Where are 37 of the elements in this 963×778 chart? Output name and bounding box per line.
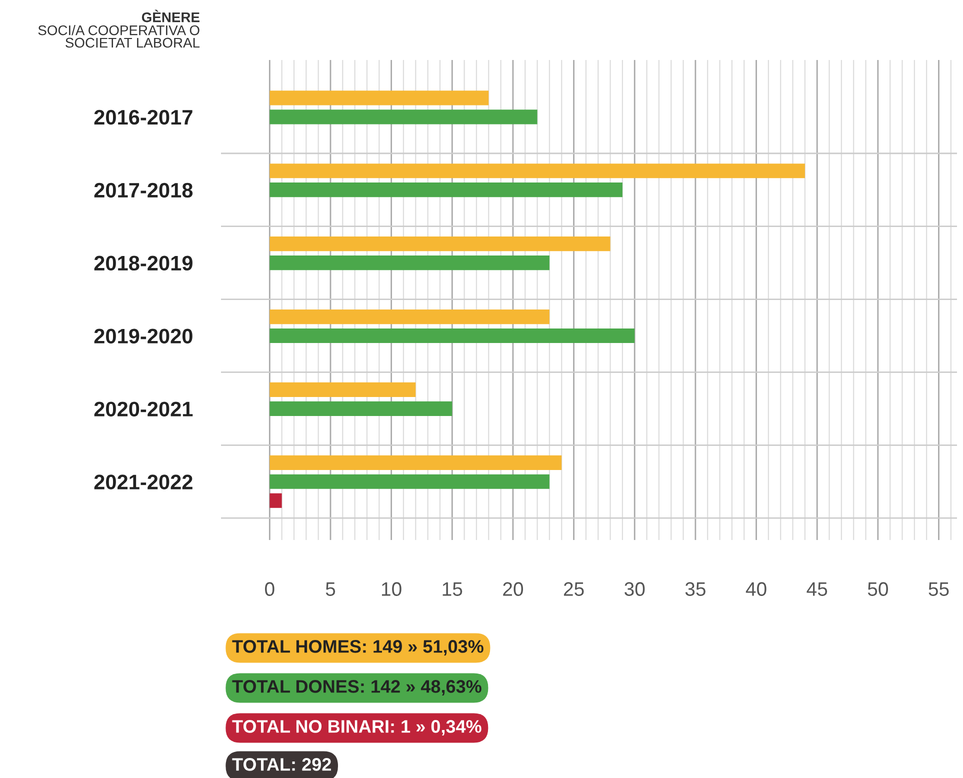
x-tick-label: 15 xyxy=(442,582,462,596)
bar xyxy=(270,493,282,508)
bar xyxy=(270,90,489,106)
x-tick-label: 40 xyxy=(746,582,766,596)
text: TOTAL: 292 xyxy=(232,758,331,771)
y-tick-label: 2017-2018 xyxy=(94,182,193,198)
bar xyxy=(270,309,550,324)
y-tick-label: 2021-2022 xyxy=(94,474,192,490)
chart-subtitle: SOCI/A COOPERATIVA O SOCIETAT LABORAL xyxy=(38,25,200,48)
y-tick-label: 2018-2019 xyxy=(94,256,192,271)
text: TOTAL DONES: 142 » 48,63% xyxy=(232,680,482,696)
bar xyxy=(270,328,635,344)
bar xyxy=(270,382,416,398)
bar xyxy=(270,256,550,270)
bar xyxy=(270,164,805,178)
chart-title: GÈNERE xyxy=(142,10,200,22)
x-tick-label: 10 xyxy=(382,582,402,596)
bar xyxy=(270,182,622,198)
y-tick-label: 2020-2021 xyxy=(94,402,193,416)
y-tick-label: 2016-2017 xyxy=(94,110,192,125)
x-tick-label: 20 xyxy=(503,582,524,596)
text: TOTAL HOMES: 149 » 51,03% xyxy=(232,640,484,656)
bar xyxy=(270,110,538,124)
text: TOTAL NO BINARI: 1 » 0,34% xyxy=(232,720,482,736)
x-tick-label: 45 xyxy=(806,582,828,596)
x-tick-label: 50 xyxy=(868,582,888,596)
x-tick-label: 55 xyxy=(928,582,949,596)
bar xyxy=(270,455,562,470)
bar xyxy=(270,474,550,489)
x-tick-label: 25 xyxy=(564,582,584,596)
y-tick-label: 2019-2020 xyxy=(94,328,192,344)
x-tick-label: 0 xyxy=(265,582,274,596)
x-tick-label: 30 xyxy=(624,582,645,596)
x-tick-label: 5 xyxy=(326,582,336,596)
bar xyxy=(270,236,610,252)
bar xyxy=(270,401,452,416)
x-tick-label: 35 xyxy=(685,582,706,596)
